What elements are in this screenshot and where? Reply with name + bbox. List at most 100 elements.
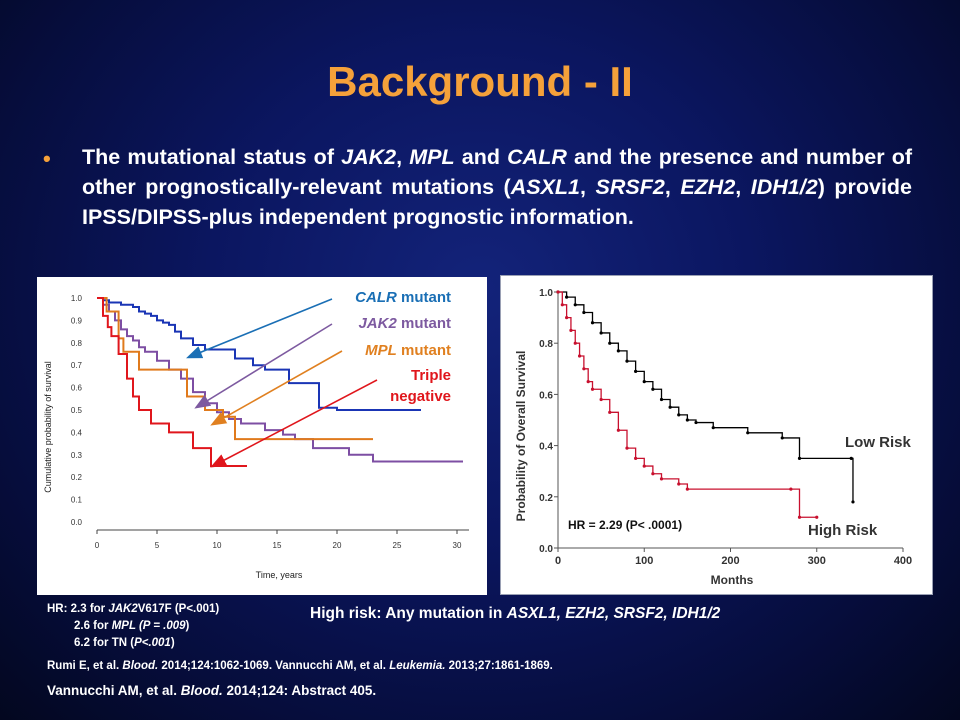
censor-mark: [849, 456, 853, 460]
censor-mark: [797, 515, 802, 519]
km-curve: [558, 291, 854, 502]
bullet-segment: ,: [580, 175, 596, 199]
y-tick-label: 0.4: [539, 442, 553, 453]
censor-mark: [685, 418, 689, 422]
censor-mark: [560, 303, 564, 307]
bullet-segment: and the presence and number of other pro…: [82, 145, 913, 199]
x-tick-label: 25: [393, 541, 402, 550]
tn-arrow: [210, 379, 378, 468]
y-tick-label: 0.2: [71, 473, 83, 482]
low-risk-label: Low Risk: [845, 434, 912, 451]
x-tick-label: 300: [808, 555, 826, 567]
censor-mark: [616, 349, 620, 353]
jak2-arrow: [194, 323, 333, 409]
censor-mark: [565, 295, 569, 299]
reference-2: Vannucchi AM, et al. Blood. 2014;124: Ab…: [47, 683, 377, 698]
censor-mark: [573, 341, 577, 345]
censor-mark: [608, 341, 612, 345]
km-chart-mutation-status: 0.0 0.1 0.2 0.3 0.4 0.5 0.6 0.7 0.8 0.9 1.0 0 5 10 15 2…: [37, 277, 487, 595]
hazard-ratio-notes: HR: 2.3 for JAK2V617F (P<.001) 2.6 for M…: [47, 601, 219, 652]
bullet-segment: ,: [396, 145, 410, 169]
y-axis-label: Probability of Overall Survival: [514, 351, 528, 522]
calr-arrow: [186, 298, 333, 359]
bullet-segment: ,: [735, 175, 751, 199]
x-tick-label: 10: [213, 541, 222, 550]
y-tick-label: 0.0: [71, 518, 83, 527]
x-tick-label: 0: [95, 541, 100, 550]
y-tick-label: 0.5: [71, 406, 83, 415]
censor-mark: [659, 477, 664, 481]
km-chart-risk: 0.0 0.2 0.4 0.6 0.8 1.0 0 100 200 300 400 Months P…: [500, 275, 933, 595]
km-curve: [97, 297, 421, 411]
censor-mark: [577, 354, 582, 358]
km-curve: [97, 297, 373, 441]
censor-mark: [599, 331, 603, 335]
y-tick-label: 1.0: [539, 288, 553, 299]
censor-mark: [556, 290, 560, 294]
km-curve: [558, 291, 817, 518]
jak2-label: JAK2 mutant: [358, 315, 451, 332]
high-risk-definition: High risk: Any mutation in ASXL1, EZH2, …: [310, 605, 721, 622]
y-tick-label: 0.4: [71, 428, 83, 437]
tn-label-2: negative: [390, 388, 451, 405]
y-axis-label: Cumulative probability of survival: [43, 361, 53, 493]
censor-mark: [582, 367, 586, 371]
bullet-segment: MPL: [409, 145, 455, 169]
bullet-segment: and: [454, 145, 508, 169]
censor-mark: [668, 405, 672, 409]
censor-mark: [677, 413, 681, 417]
y-tick-label: 0.3: [71, 451, 83, 460]
censor-mark: [565, 316, 569, 320]
censor-mark: [625, 446, 629, 450]
y-tick-label: 0.6: [71, 384, 83, 393]
x-axis-label: Time, years: [256, 570, 303, 580]
censor-mark: [789, 487, 793, 491]
hazard-ratio-text: HR = 2.29 (P< .0001): [568, 518, 682, 532]
hr-line-2: 2.6 for MPL (P = .009): [74, 620, 190, 632]
x-axis-label: Months: [711, 573, 754, 587]
high-risk-label: High Risk: [808, 522, 878, 539]
x-tick-label: 100: [635, 555, 653, 567]
bullet-segment: ASXL1: [510, 175, 581, 199]
censor-mark: [815, 515, 819, 519]
x-tick-label: 20: [333, 541, 342, 550]
km-chart-1-svg: 0.0 0.1 0.2 0.3 0.4 0.5 0.6 0.7 0.8 0.9 1.0 0 5 10 15 2…: [43, 289, 469, 580]
x-tick-label: 15: [273, 541, 282, 550]
censor-mark: [677, 482, 681, 486]
calr-label: CALR mutant: [355, 289, 451, 306]
bullet-segment: ,: [664, 175, 681, 199]
censor-mark: [685, 487, 689, 491]
censor-mark: [573, 303, 577, 307]
bullet-segment: The mutational status of: [82, 145, 342, 169]
hr-line-3: 6.2 for TN (P<.001): [74, 637, 175, 649]
censor-mark: [616, 428, 620, 432]
y-tick-label: 0.9: [71, 316, 83, 325]
censor-mark: [642, 464, 646, 468]
y-tick-label: 0.2: [539, 493, 553, 504]
censor-mark: [797, 456, 802, 460]
y-tick-label: 0.8: [71, 339, 83, 348]
bullet-marker: •: [43, 146, 51, 171]
y-tick-label: 0.1: [71, 496, 83, 505]
x-tick-label: 5: [155, 541, 160, 550]
x-tick-label: 0: [555, 555, 561, 567]
censor-mark: [659, 397, 664, 402]
censor-mark: [651, 387, 655, 391]
bullet-text: The mutational status of JAK2, MPL and C…: [82, 142, 912, 232]
y-tick-label: 0.0: [539, 544, 553, 555]
bullet-segment: SRSF2: [595, 175, 665, 199]
hr-line-1: HR: 2.3 for JAK2V617F (P<.001): [47, 603, 220, 615]
x-tick-label: 400: [894, 555, 912, 567]
x-tick-label: 200: [721, 555, 739, 567]
bullet-segment: IDH1/2: [750, 175, 818, 199]
censor-mark: [634, 456, 638, 460]
censor-mark: [586, 380, 590, 384]
reference-1: Rumi E, et al. Blood. 2014;124:1062-1069…: [47, 660, 553, 672]
censor-mark: [599, 397, 603, 402]
censor-mark: [634, 369, 638, 373]
bullet-segment: CALR: [507, 145, 567, 169]
tn-label-1: Triple: [411, 367, 451, 384]
mpl-label: MPL mutant: [365, 342, 451, 359]
censor-mark: [694, 420, 698, 425]
censor-mark: [642, 380, 646, 384]
